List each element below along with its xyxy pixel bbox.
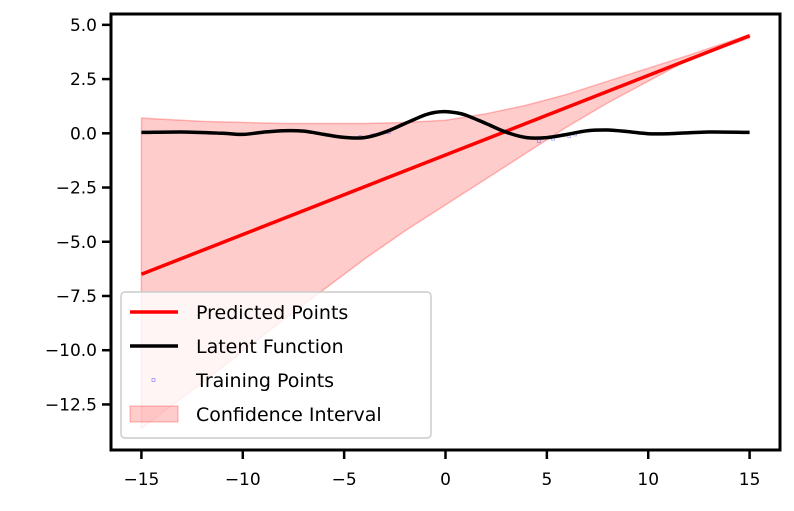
y-tick-label: 2.5 <box>70 70 97 90</box>
x-tick-label: 15 <box>739 470 761 490</box>
y-tick-label: −12.5 <box>45 395 97 415</box>
legend-label-confidence: Confidence Interval <box>196 404 382 426</box>
plot-area <box>140 33 751 430</box>
legend-swatch-training <box>151 378 156 382</box>
y-tick-label: 0.0 <box>70 124 97 144</box>
legend-swatch-confidence <box>129 405 179 423</box>
legend-label-latent: Latent Function <box>196 336 344 358</box>
y-tick-label: 5.0 <box>70 16 97 36</box>
confidence-band <box>140 33 751 430</box>
y-tick-label: −2.5 <box>56 179 97 199</box>
x-tick-label: 5 <box>541 470 552 490</box>
legend: Predicted Points Latent Function Trainin… <box>120 291 432 439</box>
legend-label-predicted: Predicted Points <box>196 302 348 324</box>
axis-ticks: −15 −10 −5 0 5 10 15 5.0 2.5 0.0 −2.5 −5.0 −7.5 −10.0… <box>45 16 761 490</box>
x-tick-label: −5 <box>332 470 357 490</box>
legend-label-training: Training Points <box>195 370 334 392</box>
x-tick-label: 0 <box>440 470 451 490</box>
latent-function-line <box>141 109 750 140</box>
legend-box <box>120 291 432 439</box>
y-tick-label: −7.5 <box>56 287 97 307</box>
x-tick-label: 10 <box>637 470 659 490</box>
y-tick-label: −10.0 <box>45 341 97 361</box>
x-tick-label: −15 <box>123 470 159 490</box>
y-tick-label: −5.0 <box>56 233 97 253</box>
x-tick-label: −10 <box>225 470 261 490</box>
predicted-line <box>140 34 751 276</box>
